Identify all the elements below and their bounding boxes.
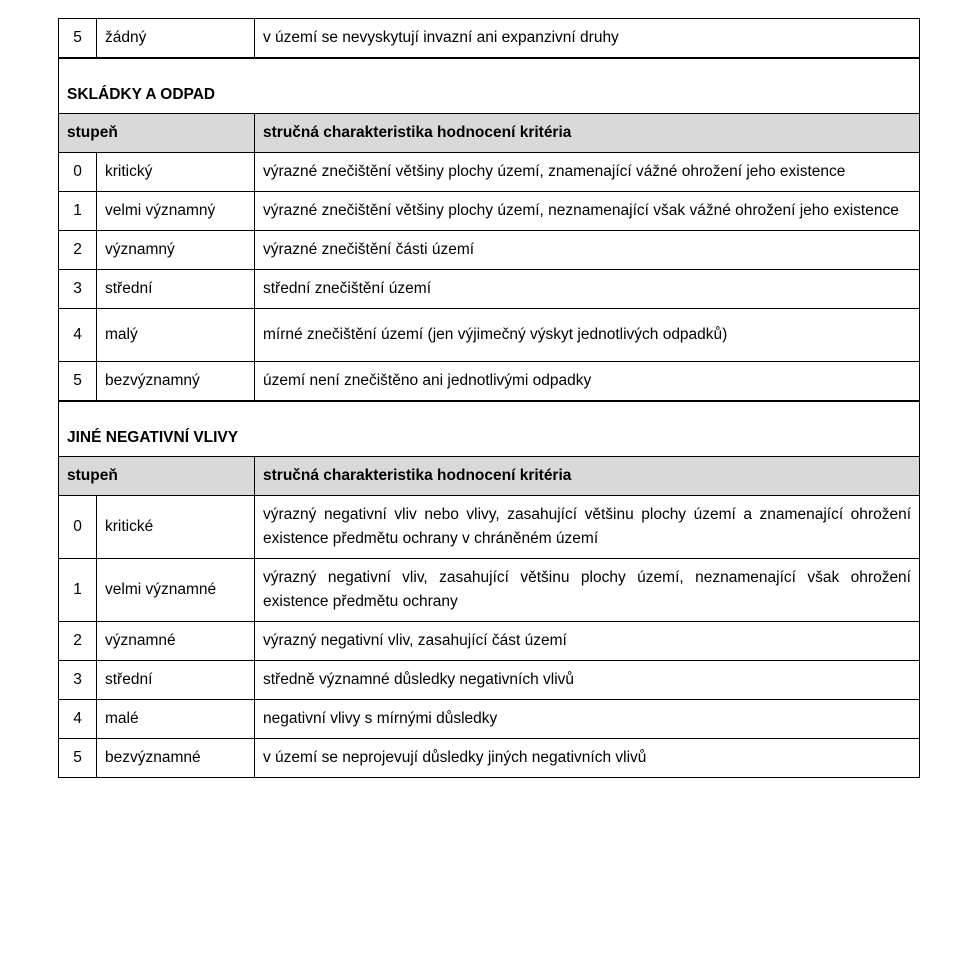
row-desc: v území se neprojevují důsledky jiných n… [255,739,920,778]
table-row: 3 střední středně významné důsledky nega… [59,661,920,700]
section-skladky-table: SKLÁDKY A ODPAD stupeň stručná charakter… [58,58,920,401]
top-continuation-table: 5 žádný v území se nevyskytují invazní a… [58,18,920,58]
row-number: 3 [59,270,97,309]
row-label: střední [97,270,255,309]
table-row: 1 velmi významné výrazný negativní vliv,… [59,559,920,622]
row-desc: střední znečištění území [255,270,920,309]
section-title-row: SKLÁDKY A ODPAD [59,59,920,114]
row-label: bezvýznamné [97,739,255,778]
row-desc: území není znečištěno ani jednotlivými o… [255,362,920,401]
row-number: 3 [59,661,97,700]
row-label: kritické [97,496,255,559]
row-desc: výrazné znečištění většiny plochy území,… [255,192,920,231]
row-desc: výrazný negativní vliv, zasahující část … [255,622,920,661]
row-label: žádný [97,19,255,58]
table-header-row: stupeň stručná charakteristika hodnocení… [59,457,920,496]
row-number: 4 [59,700,97,739]
row-label: velmi významný [97,192,255,231]
row-number: 5 [59,362,97,401]
table-row: 3 střední střední znečištění území [59,270,920,309]
row-number: 0 [59,153,97,192]
row-number: 0 [59,496,97,559]
row-number: 2 [59,231,97,270]
table-row: 4 malý mírné znečištění území (jen výjim… [59,309,920,362]
table-row: 1 velmi významný výrazné znečištění větš… [59,192,920,231]
row-label: významné [97,622,255,661]
section-title: JINÉ NEGATIVNÍ VLIVY [59,402,920,457]
row-desc: výrazné znečištění části území [255,231,920,270]
header-stupen: stupeň [59,457,255,496]
header-stupen: stupeň [59,114,255,153]
row-label: kritický [97,153,255,192]
row-label: střední [97,661,255,700]
header-charakteristika: stručná charakteristika hodnocení kritér… [255,114,920,153]
row-number: 5 [59,739,97,778]
row-label: bezvýznamný [97,362,255,401]
table-row: 2 významné výrazný negativní vliv, zasah… [59,622,920,661]
row-label: malé [97,700,255,739]
row-desc: středně významné důsledky negativních vl… [255,661,920,700]
row-label: významný [97,231,255,270]
table-row: 0 kritické výrazný negativní vliv nebo v… [59,496,920,559]
header-charakteristika: stručná charakteristika hodnocení kritér… [255,457,920,496]
row-number: 4 [59,309,97,362]
row-number: 1 [59,192,97,231]
section-title-row: JINÉ NEGATIVNÍ VLIVY [59,402,920,457]
table-row: 5 bezvýznamný území není znečištěno ani … [59,362,920,401]
row-label: velmi významné [97,559,255,622]
row-number: 5 [59,19,97,58]
row-desc: mírné znečištění území (jen výjimečný vý… [255,309,920,362]
row-desc: v území se nevyskytují invazní ani expan… [255,19,920,58]
row-number: 2 [59,622,97,661]
table-row: 5 bezvýznamné v území se neprojevují důs… [59,739,920,778]
row-desc: výrazné znečištění většiny plochy území,… [255,153,920,192]
row-desc: výrazný negativní vliv nebo vlivy, zasah… [255,496,920,559]
table-row: 5 žádný v území se nevyskytují invazní a… [59,19,920,58]
row-desc: negativní vlivy s mírnými důsledky [255,700,920,739]
row-desc: výrazný negativní vliv, zasahující větši… [255,559,920,622]
table-row: 4 malé negativní vlivy s mírnými důsledk… [59,700,920,739]
table-row: 0 kritický výrazné znečištění většiny pl… [59,153,920,192]
table-header-row: stupeň stručná charakteristika hodnocení… [59,114,920,153]
row-label: malý [97,309,255,362]
section-jine-table: JINÉ NEGATIVNÍ VLIVY stupeň stručná char… [58,401,920,778]
table-row: 2 významný výrazné znečištění části územ… [59,231,920,270]
section-title: SKLÁDKY A ODPAD [59,59,920,114]
page: 5 žádný v území se nevyskytují invazní a… [0,0,960,796]
row-number: 1 [59,559,97,622]
